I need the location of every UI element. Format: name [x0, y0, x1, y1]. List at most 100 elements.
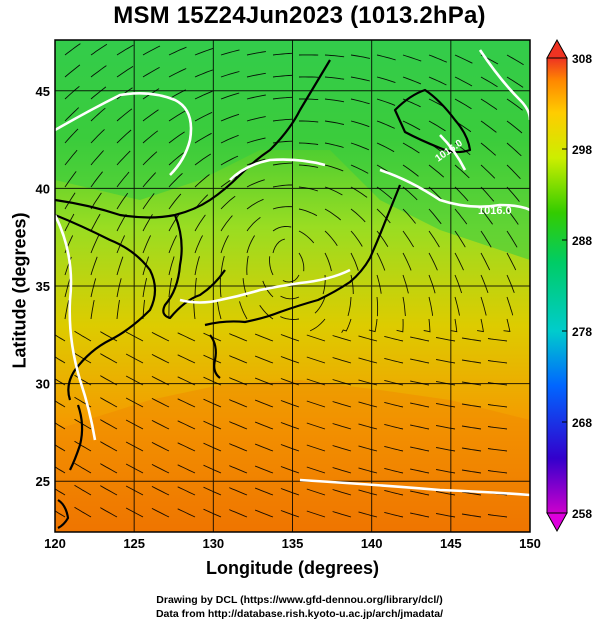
streamline — [358, 335, 378, 342]
streamline — [151, 463, 170, 474]
streamline — [306, 400, 326, 408]
streamline — [90, 43, 108, 56]
streamline — [436, 337, 456, 342]
streamline — [55, 510, 66, 518]
x-tick-label: 125 — [123, 536, 145, 551]
streamline — [229, 399, 248, 408]
streamline — [280, 510, 300, 518]
streamline — [100, 463, 118, 474]
streamline — [203, 376, 222, 386]
streamline — [324, 252, 332, 272]
streamline — [272, 52, 293, 56]
streamline — [142, 278, 148, 298]
y-tick-labels: 25 30 35 40 45 — [36, 84, 50, 489]
streamline — [480, 208, 493, 225]
streamline — [90, 129, 105, 144]
streamline — [246, 51, 266, 56]
streamline — [358, 467, 378, 474]
streamline — [454, 142, 471, 156]
streamline — [506, 274, 515, 293]
streamline — [402, 142, 420, 154]
streamline — [436, 381, 456, 386]
streamline — [410, 468, 430, 474]
streamline — [332, 401, 352, 408]
x-tick-label: 150 — [519, 536, 541, 551]
streamline — [177, 442, 196, 452]
y-tick-label: 25 — [36, 474, 50, 489]
streamline — [246, 94, 266, 100]
streamline — [229, 377, 248, 386]
y-tick-label: 45 — [36, 84, 50, 99]
streamline — [74, 462, 92, 474]
streamline — [314, 296, 326, 314]
streamline — [74, 440, 92, 452]
streamline — [487, 470, 508, 474]
streamline — [116, 129, 132, 144]
streamline — [341, 318, 352, 333]
streamline — [402, 164, 419, 177]
streamline — [436, 425, 456, 430]
streamline — [376, 296, 379, 317]
x-axis-label: Longitude (degrees) — [205, 558, 379, 578]
streamline — [402, 54, 422, 62]
streamline — [151, 353, 170, 364]
streamline — [358, 379, 378, 386]
streamline — [125, 397, 144, 408]
streamline — [246, 72, 266, 78]
streamline — [177, 354, 196, 364]
streamline — [410, 402, 430, 408]
streamline — [100, 485, 118, 496]
streamline — [64, 85, 80, 100]
y-tick-label: 30 — [36, 377, 50, 392]
streamline — [220, 134, 239, 144]
streamline — [402, 296, 406, 317]
streamline — [90, 150, 104, 166]
streamline — [461, 469, 482, 474]
streamline — [410, 380, 430, 386]
streamline — [324, 142, 344, 148]
streamline — [100, 441, 118, 452]
streamline — [177, 420, 196, 430]
streamline — [461, 447, 482, 452]
streamline — [142, 214, 153, 232]
streamline — [324, 54, 345, 58]
streamline — [298, 252, 305, 272]
streamline — [298, 142, 319, 145]
streamline — [142, 151, 158, 166]
streamline — [64, 192, 76, 210]
streamline — [100, 353, 118, 364]
streamline — [454, 252, 464, 271]
streamline — [125, 331, 144, 342]
x-tick-label: 120 — [44, 536, 66, 551]
streamline — [246, 137, 266, 144]
streamline — [282, 274, 300, 283]
streamline — [376, 120, 395, 129]
streamline — [503, 318, 511, 333]
streamline — [219, 277, 222, 298]
streamline — [280, 378, 300, 386]
streamline — [116, 213, 127, 232]
streamline — [384, 401, 404, 408]
streamline — [306, 510, 326, 518]
streamline — [151, 375, 170, 386]
streamline — [220, 49, 240, 56]
streamline — [203, 420, 222, 430]
wind-streamlines — [55, 43, 524, 518]
streamline — [90, 86, 107, 100]
streamline — [358, 445, 378, 452]
streamline — [116, 299, 120, 320]
streamline — [90, 107, 106, 122]
streamline — [376, 230, 389, 248]
streamline — [90, 65, 107, 78]
x-tick-label: 135 — [282, 536, 304, 551]
streamline — [332, 357, 352, 364]
streamline — [220, 195, 236, 210]
streamline — [177, 376, 196, 386]
streamline — [358, 357, 378, 364]
streamline — [280, 466, 300, 474]
x-tick-labels: 120 125 130 135 140 145 150 — [44, 536, 541, 551]
streamline — [194, 277, 197, 298]
streamline — [272, 184, 293, 188]
streamline — [384, 335, 404, 342]
streamline — [506, 76, 524, 88]
